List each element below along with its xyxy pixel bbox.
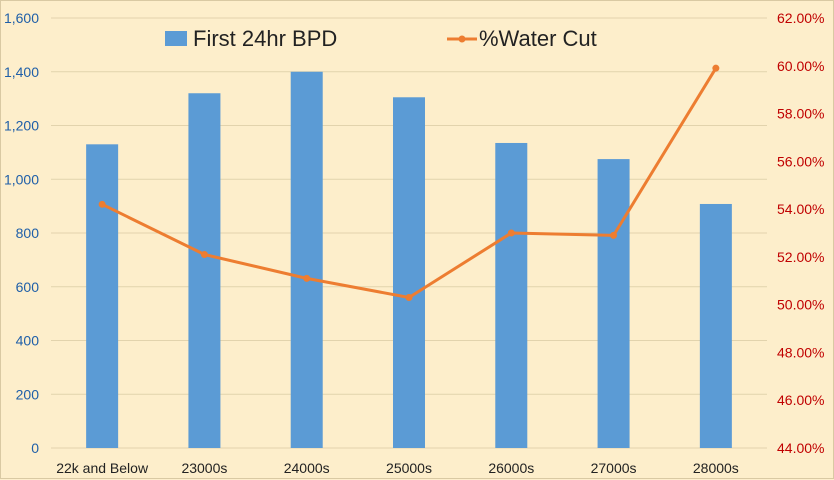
right-tick-label: 48.00% <box>777 344 824 360</box>
right-tick-label: 56.00% <box>777 153 824 169</box>
water-cut-point-4[interactable] <box>405 294 413 301</box>
x-tick-label: 22k and Below <box>56 460 149 476</box>
x-tick-label: 25000s <box>386 460 432 476</box>
water-cut-point-7[interactable] <box>712 64 720 72</box>
x-tick-label: 26000s <box>488 460 534 476</box>
water-cut-point-2[interactable] <box>200 251 208 258</box>
right-tick-label: 54.00% <box>777 201 824 217</box>
bar-6[interactable] <box>597 159 630 448</box>
bar-4[interactable] <box>393 97 425 448</box>
left-tick-label: 0 <box>31 440 39 456</box>
bar-5[interactable] <box>495 142 528 448</box>
bar-7[interactable] <box>699 203 732 448</box>
bar-3[interactable] <box>290 71 323 448</box>
right-tick-label: 58.00% <box>777 106 824 122</box>
water-cut-point-5[interactable] <box>507 229 515 237</box>
left-tick-label: 1,400 <box>4 64 39 80</box>
bar-2[interactable] <box>188 93 221 448</box>
legend-bar-label: First 24hr BPD <box>193 26 337 51</box>
left-tick-label: 200 <box>16 386 40 402</box>
right-tick-label: 60.00% <box>777 58 824 74</box>
right-tick-label: 50.00% <box>777 297 824 313</box>
left-tick-label: 1,000 <box>4 171 39 187</box>
bar-1[interactable] <box>86 144 119 448</box>
x-tick-label: 28000s <box>693 460 739 476</box>
water-cut-point-1[interactable] <box>98 200 106 208</box>
left-tick-label: 600 <box>16 279 40 295</box>
right-tick-label: 52.00% <box>777 249 824 265</box>
left-tick-label: 1,600 <box>4 10 39 26</box>
x-tick-label: 23000s <box>181 460 227 476</box>
legend-line-marker <box>458 35 466 43</box>
left-tick-label: 400 <box>16 333 40 349</box>
x-tick-label: 24000s <box>284 460 330 476</box>
water-cut-point-3[interactable] <box>303 274 311 282</box>
right-tick-label: 44.00% <box>777 440 824 456</box>
left-tick-label: 1,200 <box>4 118 39 134</box>
x-tick-label: 27000s <box>591 460 637 476</box>
left-tick-label: 800 <box>16 225 40 241</box>
legend-bar-swatch <box>165 31 187 46</box>
right-tick-label: 46.00% <box>777 392 824 408</box>
right-tick-label: 62.00% <box>777 10 824 26</box>
legend-line-label: %Water Cut <box>479 26 597 51</box>
water-cut-point-6[interactable] <box>610 231 618 239</box>
